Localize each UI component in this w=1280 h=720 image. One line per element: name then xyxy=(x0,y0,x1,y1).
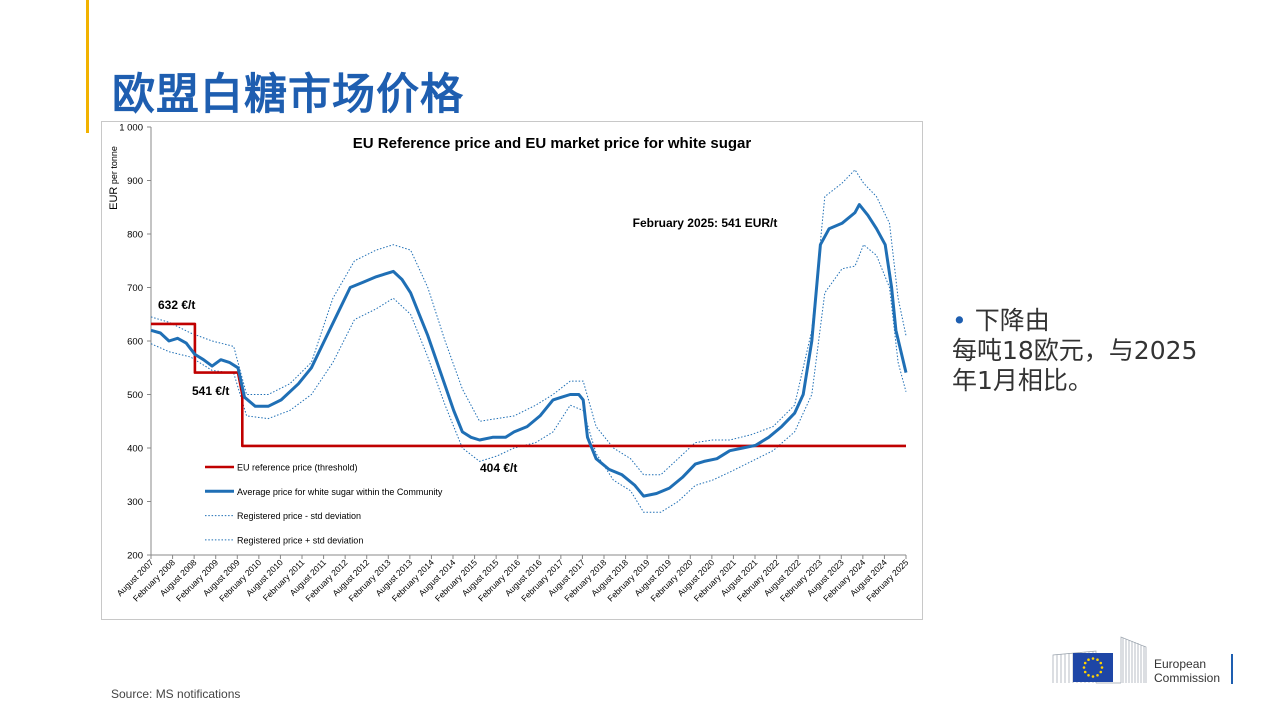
chart-title: EU Reference price and EU market price f… xyxy=(353,135,752,152)
y-axis-label-sub: per tonne xyxy=(109,146,119,187)
y-tick-label: 800 xyxy=(127,230,143,241)
legend-label-1: Average price for white sugar within the… xyxy=(237,487,443,497)
series-line-3 xyxy=(150,169,907,476)
y-tick-label: 500 xyxy=(127,390,143,401)
annotation-541: 541 €/t xyxy=(192,384,229,398)
ec-divider xyxy=(1231,654,1233,684)
y-axis-label: EUR per tonne xyxy=(108,146,120,210)
european-commission-logo xyxy=(1052,636,1147,684)
eu-star xyxy=(1099,661,1103,665)
y-tick-label: 300 xyxy=(127,497,143,508)
y-axis-label-main: EUR xyxy=(108,187,120,210)
legend-label-0: EU reference price (threshold) xyxy=(237,463,358,473)
eu-star xyxy=(1096,658,1099,662)
bullet-text: • 下降由 每吨18欧元，与2025 年1月相比。 xyxy=(952,306,1252,396)
source-note: Source: MS notifications xyxy=(111,687,241,701)
eu-star xyxy=(1083,661,1087,665)
bullet-line-2: 每吨18欧元，与2025 xyxy=(952,336,1198,365)
eu-star xyxy=(1083,670,1087,674)
y-tick-label: 200 xyxy=(127,551,143,562)
bullet-line-3: 年1月相比。 xyxy=(952,366,1093,395)
bullet-dot: • xyxy=(952,306,975,335)
y-tick-label: 700 xyxy=(127,283,143,294)
bullet-line-1: 下降由 xyxy=(974,306,1050,335)
series-line-1 xyxy=(150,203,908,498)
y-tick-label: 400 xyxy=(127,444,143,455)
y-tick-label: 600 xyxy=(127,337,143,348)
title-accent-bar xyxy=(86,0,89,133)
eu-star xyxy=(1099,670,1103,674)
legend-label-3: Registered price + std deviation xyxy=(237,535,363,545)
eu-star xyxy=(1087,673,1090,677)
eu-star xyxy=(1100,666,1104,669)
eu-star xyxy=(1091,657,1095,660)
series-line-2 xyxy=(150,244,907,513)
slide-title: 欧盟白糖市场价格 xyxy=(112,70,464,120)
eu-star xyxy=(1091,675,1095,678)
ec-wordmark-line-2: Commission xyxy=(1154,671,1221,685)
annotation-632: 632 €/t xyxy=(158,298,195,312)
annotation-404: 404 €/t xyxy=(480,461,517,475)
series-line-0 xyxy=(151,322,906,448)
legend-label-2: Registered price - std deviation xyxy=(237,511,361,521)
y-tick-label: 900 xyxy=(127,176,143,187)
eu-star xyxy=(1087,658,1090,662)
eu-star xyxy=(1082,666,1086,669)
ec-wordmark-line-1: European xyxy=(1154,657,1207,671)
eu-star xyxy=(1096,673,1099,677)
ec-wordmark: European Commission xyxy=(1154,657,1220,685)
annotation-latest: February 2025: 541 EUR/t xyxy=(633,216,778,230)
y-tick-label: 1 000 xyxy=(119,123,143,134)
eu-flag-stars xyxy=(1082,657,1104,678)
